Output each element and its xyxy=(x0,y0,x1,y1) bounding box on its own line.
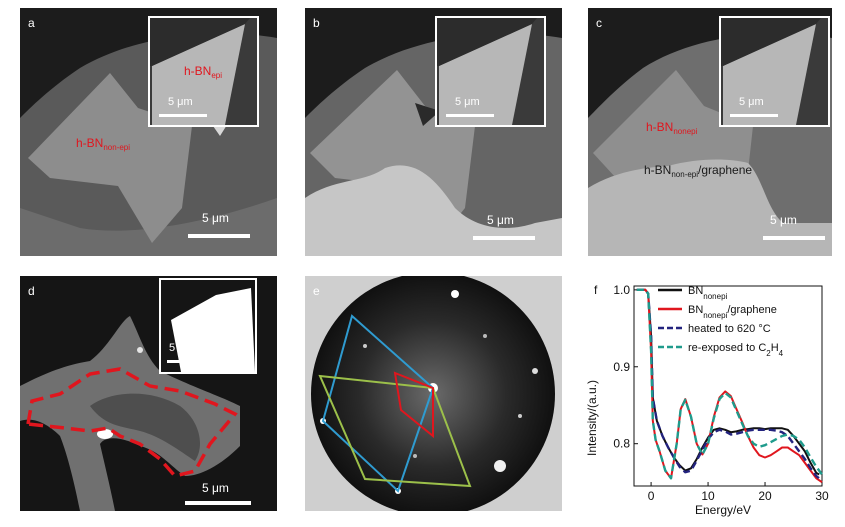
panel-a: a h-BNnon-epi 5 μm h-BNepi 5 μm xyxy=(20,8,277,256)
panel-d-label: d xyxy=(28,284,35,298)
chart-legend: BNnonepi BNnonepi/graphene heated to 620 °… xyxy=(658,285,784,358)
panel-b-scale-text: 5 μm xyxy=(487,213,514,227)
x-tick-label: 10 xyxy=(701,489,715,503)
panel-f-label: f xyxy=(594,283,598,297)
panel-a-inset-scale-text: 5 μm xyxy=(168,96,193,108)
y-tick-label: 0.8 xyxy=(613,437,630,451)
panel-c-inset-scale-bar xyxy=(730,114,778,117)
panel-e: e xyxy=(305,276,562,511)
y-axis-label: Intensity/(a.u.) xyxy=(586,380,599,456)
legend-label-2: BNnonepi/graphene xyxy=(688,304,777,320)
panel-d-scale-bar xyxy=(185,501,251,505)
panel-a-inset-scale-bar xyxy=(159,114,207,117)
panel-c-inset-scale-text: 5 μm xyxy=(739,96,764,108)
legend-label-3: heated to 620 °C xyxy=(688,323,771,335)
panel-d-outline xyxy=(25,367,238,478)
panel-b-label: b xyxy=(313,16,320,30)
panel-d-inset-image xyxy=(161,280,255,372)
series-line-1 xyxy=(636,288,820,476)
x-tick-label: 30 xyxy=(815,489,829,503)
panel-d-dashed-boundary xyxy=(25,367,238,478)
panel-c-top-label: h-BNnonepi xyxy=(646,120,698,136)
panel-a-scale-bar xyxy=(188,234,250,238)
series-line-3 xyxy=(636,288,823,482)
panel-a-scale-text: 5 μm xyxy=(202,211,229,225)
panel-d-inset: 5 μm xyxy=(159,278,257,374)
series-line-4 xyxy=(636,288,823,480)
panel-c: c h-BNnonepi h-BNnon-epi/graphene 5 μm 5… xyxy=(588,8,832,256)
legend-label-1: BNnonepi xyxy=(688,285,728,301)
panel-f-chart: 0 10 20 30 0.8 0.9 1.0 BNnonepi BNnonepi/graphe… xyxy=(586,283,829,517)
chart-axes: 0 10 20 30 0.8 0.9 1.0 xyxy=(613,283,829,503)
panel-c-inset-image xyxy=(721,18,828,125)
blue-unit-cell xyxy=(321,314,435,493)
panel-c-scale-bar xyxy=(763,236,825,240)
panel-c-inset: 5 μm xyxy=(719,16,830,127)
panel-b-inset: 5 μm xyxy=(435,16,546,127)
panel-b-inset-image xyxy=(437,18,544,125)
panel-d-inset-scale-bar xyxy=(167,360,207,363)
panel-b: b 5 μm 5 μm xyxy=(305,8,562,256)
legend-label-4: re-exposed to C2H4 xyxy=(688,342,784,358)
panel-c-label: c xyxy=(596,16,602,30)
plot-frame xyxy=(633,285,823,487)
x-axis-label: Energy/eV xyxy=(695,503,751,517)
panel-a-inset: h-BNepi 5 μm xyxy=(148,16,259,127)
panel-d-scale-text: 5 μm xyxy=(202,481,229,495)
y-tick-label: 1.0 xyxy=(613,283,630,297)
panel-d: d 5 μm 5 μm xyxy=(20,276,277,511)
panel-a-label: a xyxy=(28,16,35,30)
panel-e-label: e xyxy=(313,284,320,298)
panel-c-mid-label: h-BNnon-epi/graphene xyxy=(644,163,753,179)
series-line-2 xyxy=(636,288,823,484)
panel-b-inset-scale-text: 5 μm xyxy=(455,96,480,108)
green-unit-cell xyxy=(318,374,472,488)
y-tick-label: 0.9 xyxy=(613,360,630,374)
panel-c-scale-text: 5 μm xyxy=(770,213,797,227)
chart-series xyxy=(636,288,823,484)
x-tick-label: 0 xyxy=(648,489,655,503)
panel-e-image xyxy=(305,276,562,511)
panel-a-inset-image xyxy=(150,18,257,125)
panel-d-inset-scale-text: 5 μm xyxy=(169,342,194,354)
panel-a-inset-label: h-BNepi xyxy=(184,64,223,80)
panel-a-main-label: h-BNnon-epi xyxy=(76,136,131,152)
panel-b-inset-scale-bar xyxy=(446,114,494,117)
panel-b-image xyxy=(305,8,562,256)
panel-b-scale-bar xyxy=(473,236,535,240)
x-tick-label: 20 xyxy=(758,489,772,503)
red-unit-cell xyxy=(393,371,434,439)
